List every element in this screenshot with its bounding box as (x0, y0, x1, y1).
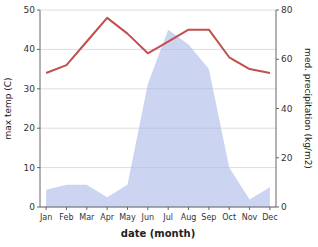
x-tick-label: Sep (201, 213, 216, 222)
x-tick-label: Jul (162, 213, 173, 222)
chart-container: 0 10 20 30 40 50 0 20 40 60 80 Jan Feb Mar Apr May Jun Ju… (0, 0, 318, 247)
x-tick (46, 207, 47, 210)
plot-area (46, 18, 270, 207)
x-tick-label: Dec (262, 213, 277, 222)
x-tick (168, 207, 169, 210)
y2-tick (276, 108, 279, 109)
x-tick (107, 207, 108, 210)
temp-line (46, 18, 270, 73)
y2-axis-label: med. precipitation (kg/m2) (303, 48, 313, 169)
y2-tick-label: 80 (281, 5, 293, 15)
y2-tick-label: 20 (281, 153, 293, 163)
grid (40, 10, 276, 207)
y-tick-label: 40 (24, 44, 36, 54)
x-tick (229, 207, 230, 210)
x-tick (269, 207, 270, 210)
y2-tick (276, 10, 279, 11)
x-tick-label: Feb (59, 213, 73, 222)
x-tick-label: Mar (79, 213, 95, 222)
y-tick (37, 49, 40, 50)
y-tick (37, 207, 40, 208)
y-axis-line (40, 10, 41, 207)
x-tick-label: May (119, 213, 136, 222)
y2-tick (276, 59, 279, 60)
y-tick (37, 128, 40, 129)
x-tick-label: Aug (181, 213, 197, 222)
y-tick (37, 167, 40, 168)
x-tick (147, 207, 148, 210)
x-axis-label: date (month) (121, 228, 195, 239)
y2-tick-label: 60 (281, 54, 293, 64)
x-tick-label: Apr (100, 213, 115, 222)
y2-tick (276, 157, 279, 158)
x-axis-line (40, 207, 276, 208)
precip-area (46, 30, 270, 207)
x-tick (127, 207, 128, 210)
y-axis-label: max temp (C) (3, 77, 13, 139)
y2-tick-label: 40 (281, 104, 293, 114)
y-tick-label: 50 (24, 5, 36, 15)
x-tick (249, 207, 250, 210)
x-tick (208, 207, 209, 210)
y-tick (37, 10, 40, 11)
axes: 0 10 20 30 40 50 0 20 40 60 80 Jan Feb Mar Apr May Jun Ju… (24, 5, 293, 222)
x-tick (86, 207, 87, 210)
x-tick (188, 207, 189, 210)
y2-tick (276, 207, 279, 208)
y-tick-label: 10 (24, 163, 36, 173)
y-tick-label: 0 (29, 202, 35, 212)
y-tick-label: 20 (24, 123, 36, 133)
grid-line (40, 10, 276, 11)
x-tick-label: Nov (242, 213, 258, 222)
x-tick-label: Jun (141, 213, 155, 222)
grid-line (40, 49, 276, 50)
x-tick (66, 207, 67, 210)
y-tick (37, 88, 40, 89)
y2-tick-label: 0 (281, 202, 287, 212)
x-tick-label: Jan (39, 213, 52, 222)
x-tick-label: Oct (222, 213, 236, 222)
grid-line (40, 207, 276, 208)
y-tick-label: 30 (24, 84, 36, 94)
chart-svg: 0 10 20 30 40 50 0 20 40 60 80 Jan Feb Mar Apr May Jun Ju… (0, 0, 318, 247)
